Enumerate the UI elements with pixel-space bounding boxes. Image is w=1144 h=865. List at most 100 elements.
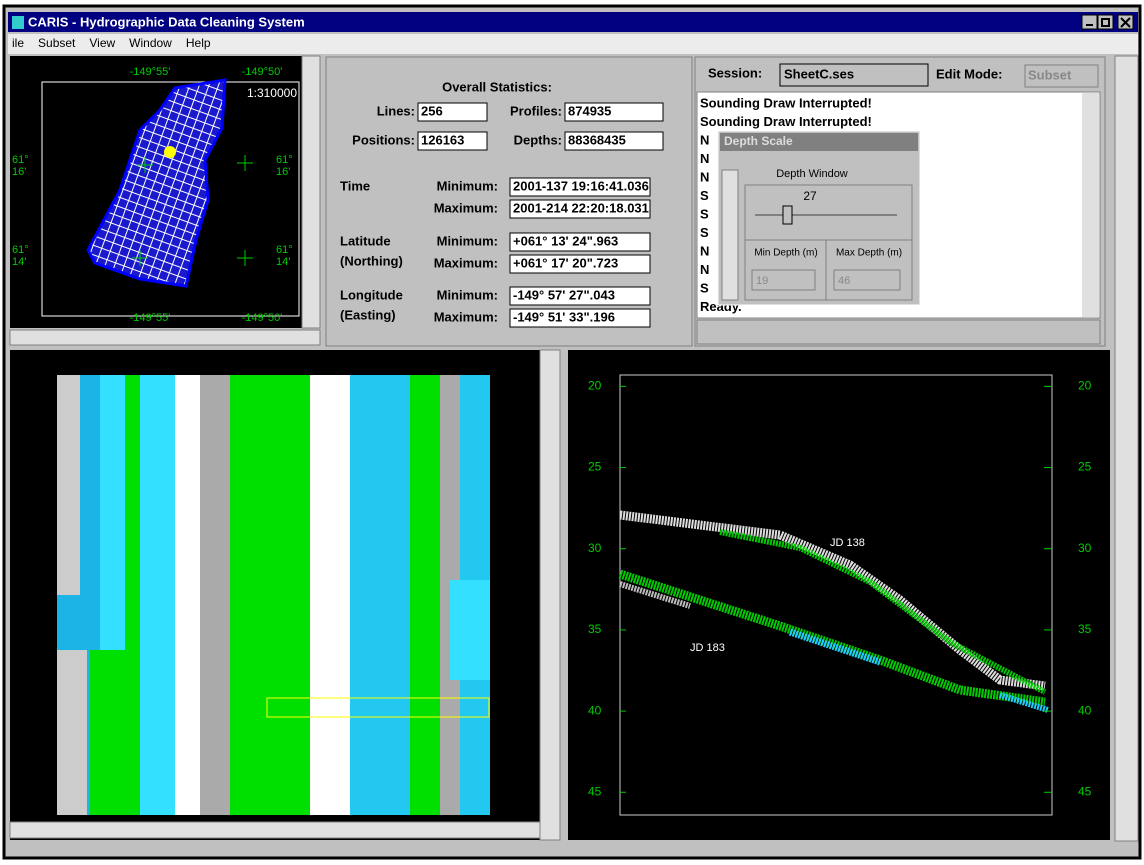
- stat-value: 126163: [421, 132, 464, 147]
- image-patch: [57, 595, 87, 655]
- range-label: Time: [340, 178, 370, 193]
- longitude-label: -149°55': [130, 66, 171, 78]
- range-value: +061° 17' 20".723: [513, 255, 618, 270]
- menu-item[interactable]: View: [89, 36, 115, 50]
- image-patch: [140, 650, 175, 815]
- range-caption: Minimum:: [437, 178, 498, 193]
- range-label: Longitude: [340, 287, 403, 302]
- map-vscroll[interactable]: [302, 56, 320, 328]
- latitude-label: 14': [276, 256, 290, 268]
- map-hscroll[interactable]: [10, 330, 320, 345]
- latitude-label: 61°: [12, 154, 29, 166]
- y-tick-label: 20: [588, 379, 602, 393]
- latitude-label: 61°: [276, 244, 293, 256]
- slider-thumb[interactable]: [783, 206, 792, 224]
- image-patch: [90, 650, 140, 815]
- range-value: -149° 57' 27".043: [513, 287, 615, 302]
- range-caption: Minimum:: [437, 233, 498, 248]
- image-stripe: [230, 375, 310, 815]
- status-field: [697, 320, 1100, 344]
- image-stripe: [350, 375, 410, 815]
- sounding-image: [57, 375, 490, 815]
- y-tick-label: 25: [588, 460, 602, 474]
- window-buttons[interactable]: [1082, 15, 1133, 29]
- stat-value: 88368435: [568, 132, 626, 147]
- image-stripe: [310, 375, 350, 815]
- min-value: 19: [756, 275, 768, 287]
- y-tick-label: 25: [1078, 460, 1092, 474]
- y-tick-label: 40: [588, 703, 602, 717]
- session-file: SheetC.ses: [784, 66, 854, 81]
- dialog-scroll[interactable]: [722, 170, 738, 300]
- latitude-label: 61°: [276, 154, 293, 166]
- group-label: Depth Window: [776, 168, 848, 180]
- edit-mode-label: Edit Mode:: [936, 66, 1002, 81]
- menu-bar: [8, 34, 1138, 54]
- log-line: N: [700, 262, 709, 277]
- longitude-label: -149°55': [130, 312, 171, 324]
- plan-hscroll[interactable]: [10, 822, 540, 838]
- range-caption: Minimum:: [437, 287, 498, 302]
- plan-vscroll[interactable]: [540, 350, 560, 840]
- latitude-label: 14': [12, 256, 26, 268]
- menu-item[interactable]: ile: [12, 36, 24, 50]
- range-value: 2001-137 19:16:41.036: [513, 178, 649, 193]
- dialog-title: Depth Scale: [724, 134, 793, 148]
- y-tick-label: 30: [1078, 541, 1092, 555]
- stats-title: Overall Statistics:: [442, 79, 552, 94]
- y-tick-label: 45: [1078, 784, 1092, 798]
- map-scale: 1:310000: [247, 86, 297, 100]
- screen: CARIS - Hydrographic Data Cleaning Syste…: [0, 0, 1144, 865]
- y-tick-label: 45: [588, 784, 602, 798]
- range-label: Latitude: [340, 233, 391, 248]
- longitude-label: -149°50': [242, 66, 283, 78]
- log-scroll[interactable]: [1082, 93, 1099, 317]
- image-stripe: [200, 375, 230, 815]
- log-line: S: [700, 280, 709, 295]
- log-line: N: [700, 132, 709, 147]
- menu-item[interactable]: Help: [186, 36, 211, 50]
- range-caption: Maximum:: [434, 309, 498, 324]
- range-label: (Northing): [340, 253, 403, 268]
- y-tick-label: 35: [1078, 622, 1092, 636]
- stat-label: Positions:: [352, 132, 415, 147]
- image-patch: [57, 650, 87, 815]
- profile-annotation: JD 138: [830, 537, 865, 549]
- depth-value: 27: [803, 189, 817, 203]
- latitude-label: 61°: [12, 244, 29, 256]
- range-value: 2001-214 22:20:18.031: [513, 200, 649, 215]
- y-tick-label: 30: [588, 541, 602, 555]
- range-label: (Easting): [340, 307, 396, 322]
- stat-value: 874935: [568, 103, 611, 118]
- log-line: S: [700, 225, 709, 240]
- menu-item[interactable]: Subset: [38, 36, 76, 50]
- stat-label: Lines:: [377, 103, 415, 118]
- image-stripe: [175, 375, 200, 815]
- range-value: +061° 13' 24".963: [513, 233, 618, 248]
- max-value: 46: [838, 275, 850, 287]
- longitude-label: -149°50': [242, 312, 283, 324]
- depth-scale-dialog: [718, 131, 920, 305]
- menu-item[interactable]: Window: [129, 36, 172, 50]
- max-label: Max Depth (m): [836, 248, 902, 259]
- range-value: -149° 51' 33".196: [513, 309, 615, 324]
- log-line: N: [700, 243, 709, 258]
- main-vscroll[interactable]: [1115, 56, 1138, 841]
- log-line: S: [700, 206, 709, 221]
- image-patch: [450, 580, 490, 680]
- latitude-label: 16': [276, 166, 290, 178]
- stat-value: 256: [421, 103, 443, 118]
- cursor-position: [164, 146, 176, 158]
- session-label: Session:: [708, 65, 762, 80]
- app-icon: [12, 16, 24, 29]
- stat-label: Profiles:: [510, 103, 562, 118]
- y-tick-label: 20: [1078, 379, 1092, 393]
- minimize-button[interactable]: [1082, 15, 1097, 29]
- latitude-label: 16': [12, 166, 26, 178]
- log-line: Sounding Draw Interrupted!: [700, 114, 872, 129]
- range-caption: Maximum:: [434, 200, 498, 215]
- edit-mode-value: Subset: [1028, 67, 1072, 82]
- y-tick-label: 40: [1078, 703, 1092, 717]
- log-line: S: [700, 188, 709, 203]
- y-tick-label: 35: [588, 622, 602, 636]
